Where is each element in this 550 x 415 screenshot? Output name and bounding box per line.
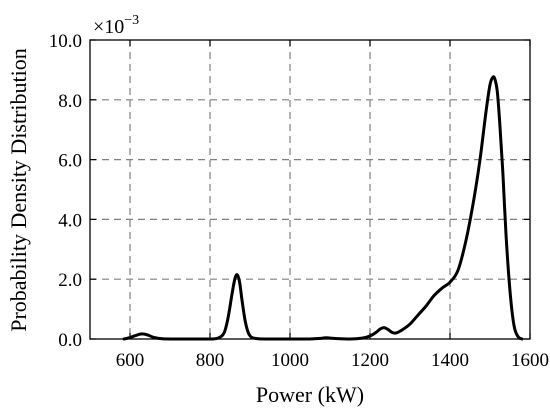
density-line: [122, 75, 524, 341]
ticks: [90, 39, 531, 340]
grid-lines: [90, 40, 530, 339]
y-tick-label: 2.0: [58, 270, 82, 291]
y-tick-label: 10.0: [49, 31, 82, 52]
x-tick-label: 1200: [351, 350, 389, 371]
x-tick-label: 1600: [511, 350, 549, 371]
y-tick-labels: 0.0 2.0 4.0 6.0 8.0 10.0: [49, 31, 82, 351]
x-tick-labels: 600 800 1000 1200 1400 1600: [116, 350, 549, 371]
y-multiplier: ×10−3: [93, 13, 139, 38]
y-multiplier-exponent: −3: [124, 13, 139, 28]
y-tick-label: 0.0: [58, 330, 82, 351]
x-axis-label: Power (kW): [256, 382, 364, 407]
y-tick-label: 6.0: [58, 151, 82, 172]
plot-frame: [89, 39, 531, 340]
y-axis-label: Probability Density Distribution: [6, 48, 31, 332]
y-multiplier-base: ×10: [93, 16, 124, 38]
x-tick-label: 1400: [431, 350, 469, 371]
y-tick-label: 4.0: [58, 210, 82, 231]
x-tick-label: 1000: [271, 350, 309, 371]
x-tick-label: 800: [196, 350, 225, 371]
series-layer: [122, 75, 524, 341]
x-tick-label: 600: [116, 350, 145, 371]
y-tick-label: 8.0: [58, 91, 82, 112]
